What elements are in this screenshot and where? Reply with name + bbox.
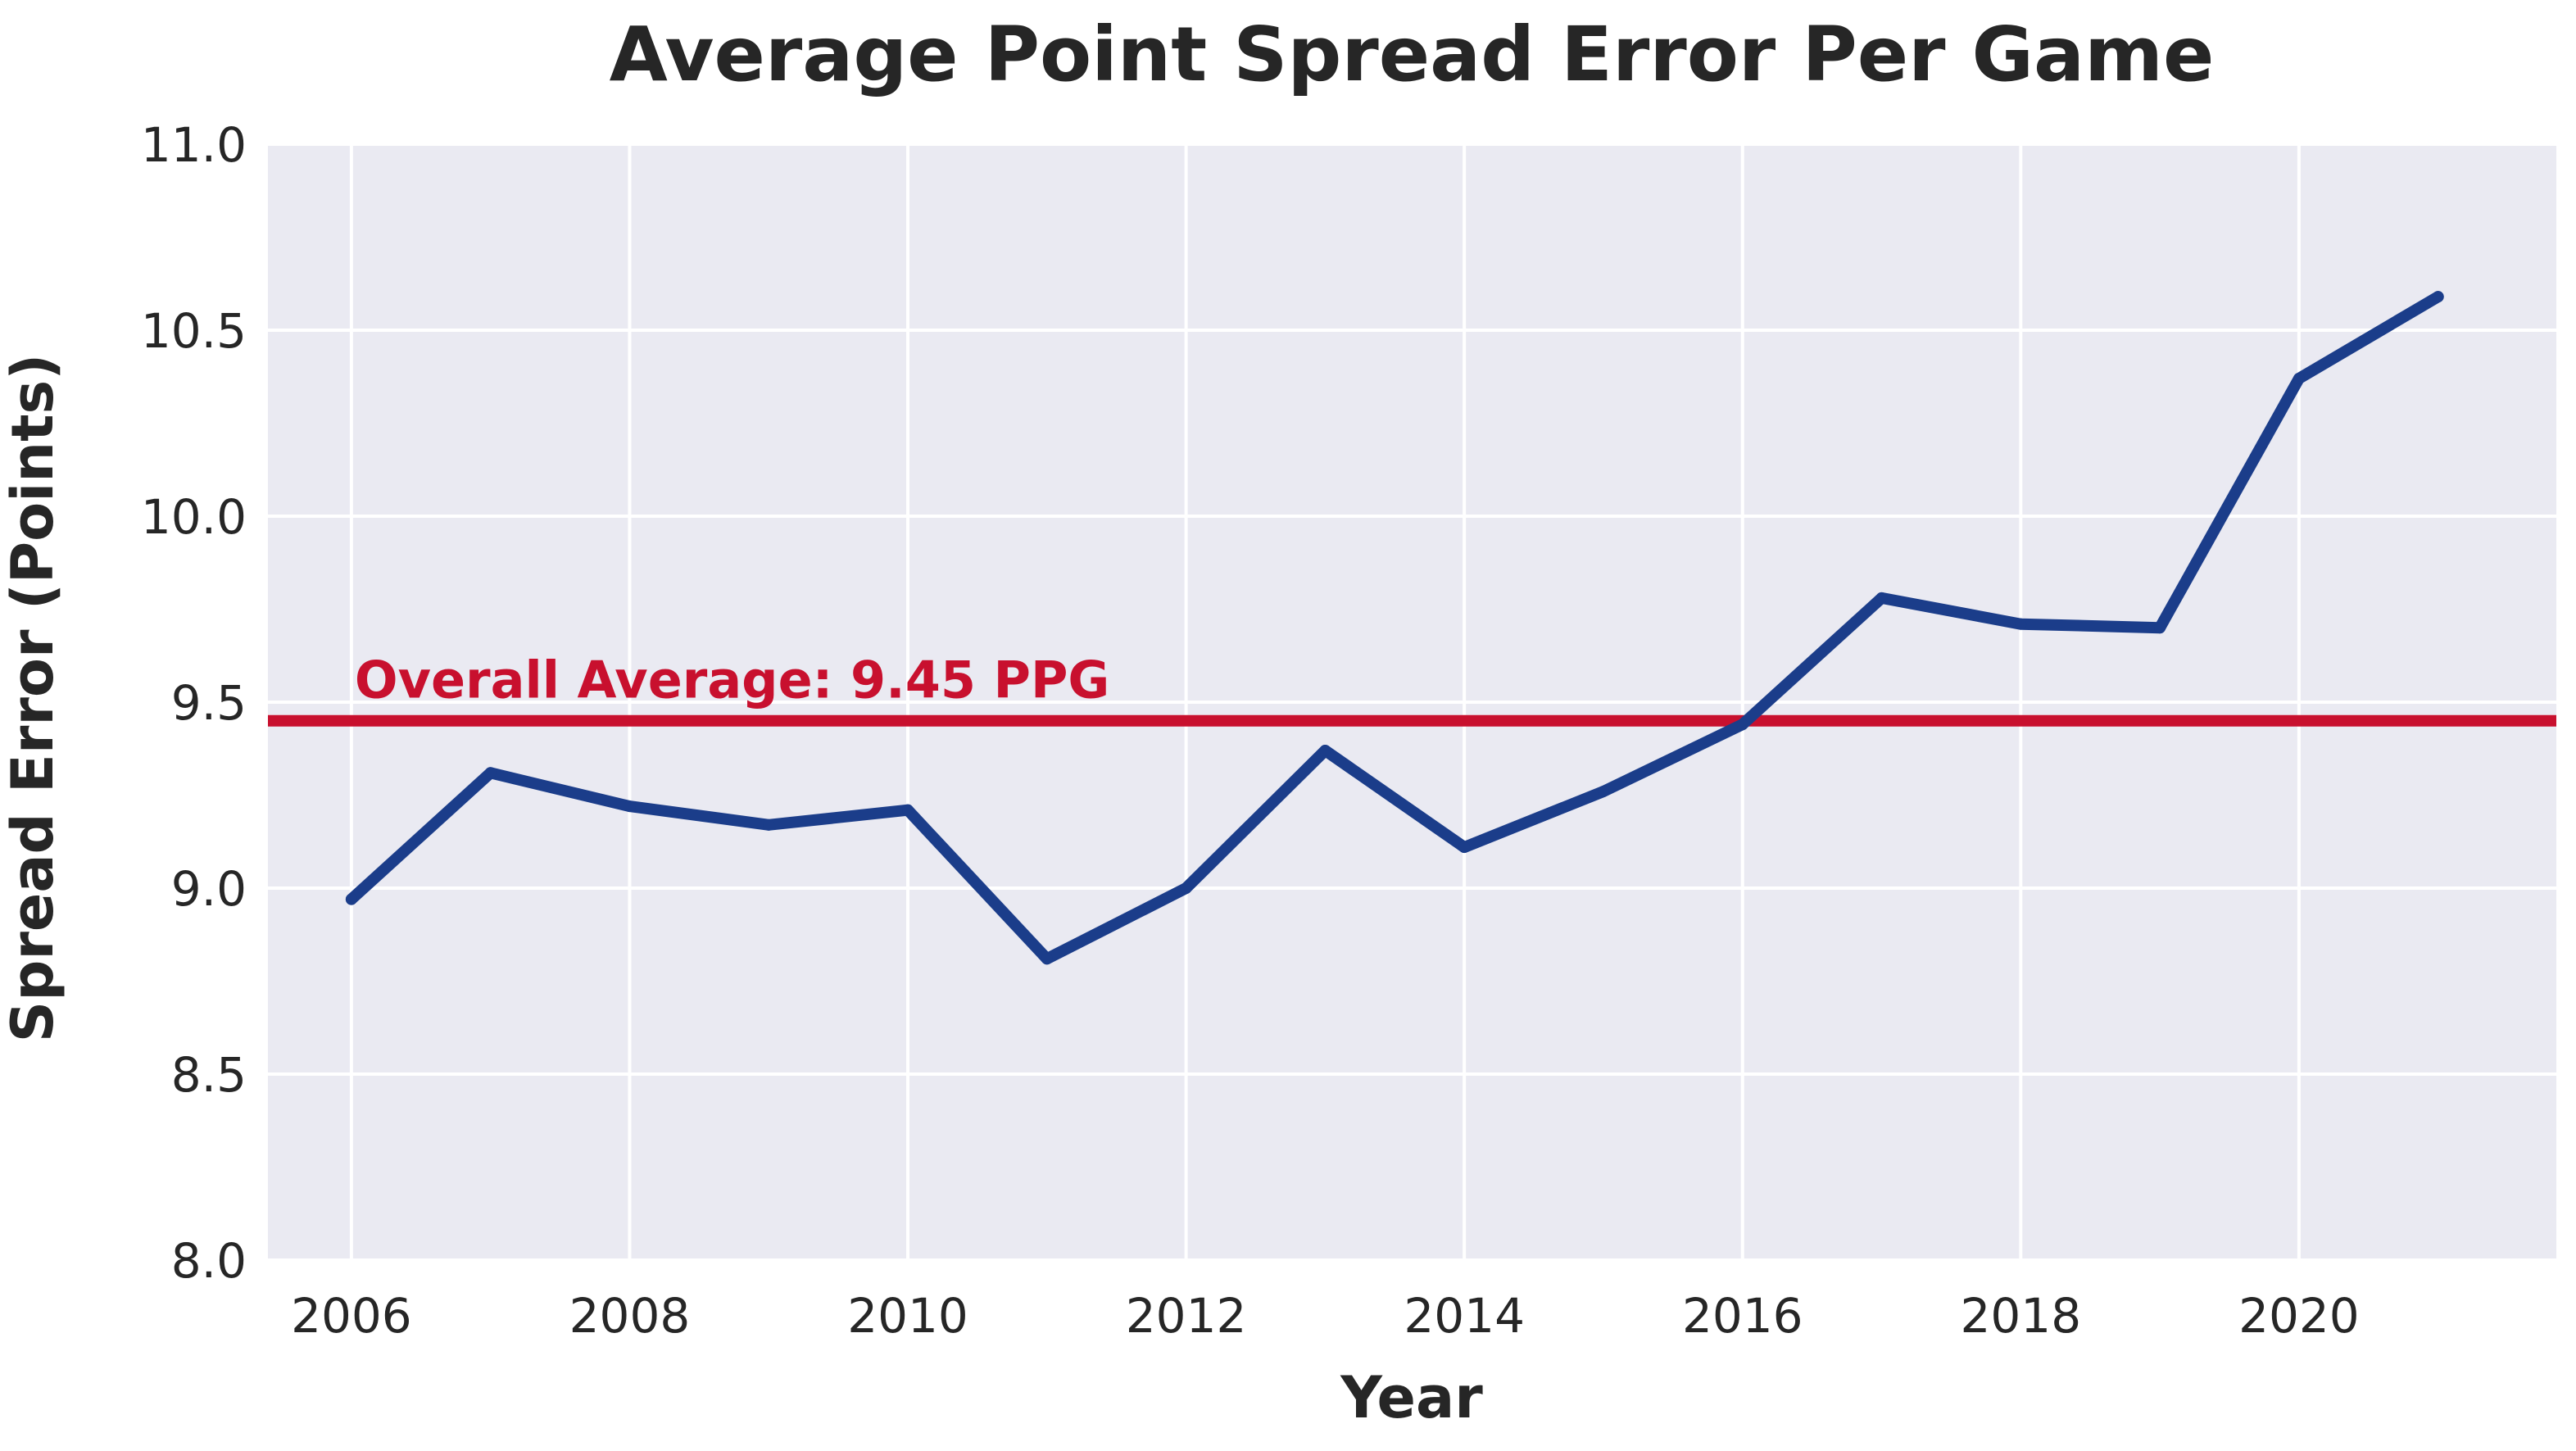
x-axis-ticks: 2006 2008 2010 2012 2014 2016 2018 2020	[291, 1288, 2360, 1344]
data-point	[2293, 373, 2305, 385]
data-point	[1180, 882, 1192, 894]
x-tick-label: 2016	[1682, 1288, 1803, 1344]
data-point	[2154, 622, 2166, 634]
series-points	[345, 291, 2444, 965]
data-point	[1736, 719, 1748, 731]
x-tick-label: 2006	[291, 1288, 412, 1344]
y-axis-label: Spread Error (Points)	[0, 354, 66, 1042]
y-tick-label: 9.0	[171, 861, 247, 917]
data-point	[902, 804, 914, 816]
data-point	[2432, 291, 2444, 303]
data-point	[484, 767, 497, 779]
y-tick-label: 9.5	[171, 675, 247, 731]
y-tick-label: 8.5	[171, 1047, 247, 1103]
data-point	[1319, 745, 1331, 757]
chart-title: Average Point Spread Error Per Game	[610, 11, 2215, 98]
data-point	[1041, 953, 1053, 965]
x-tick-label: 2020	[2238, 1288, 2360, 1344]
x-axis-label: Year	[1340, 1364, 1483, 1431]
y-tick-label: 10.5	[141, 303, 247, 359]
data-point	[2015, 618, 2027, 630]
x-tick-label: 2010	[847, 1288, 968, 1344]
x-tick-label: 2014	[1404, 1288, 1525, 1344]
y-tick-label: 8.0	[171, 1233, 247, 1289]
y-axis-ticks: 8.0 8.5 9.0 9.5 10.0 10.5 11.0	[141, 117, 247, 1289]
x-tick-label: 2018	[1961, 1288, 2082, 1344]
y-gridlines	[268, 143, 2556, 1262]
series-line	[345, 291, 2444, 965]
data-point	[1597, 785, 1609, 797]
data-point	[345, 893, 357, 905]
x-gridlines	[349, 144, 2301, 1260]
x-tick-label: 2012	[1126, 1288, 1247, 1344]
y-tick-label: 10.0	[141, 489, 247, 545]
y-tick-label: 11.0	[141, 117, 247, 173]
data-point	[763, 818, 775, 831]
overall-average-label: Overall Average: 9.45 PPG	[355, 651, 1109, 710]
data-point	[1458, 841, 1471, 854]
x-tick-label: 2008	[569, 1288, 691, 1344]
data-point	[624, 800, 636, 813]
data-point	[1875, 592, 1888, 604]
